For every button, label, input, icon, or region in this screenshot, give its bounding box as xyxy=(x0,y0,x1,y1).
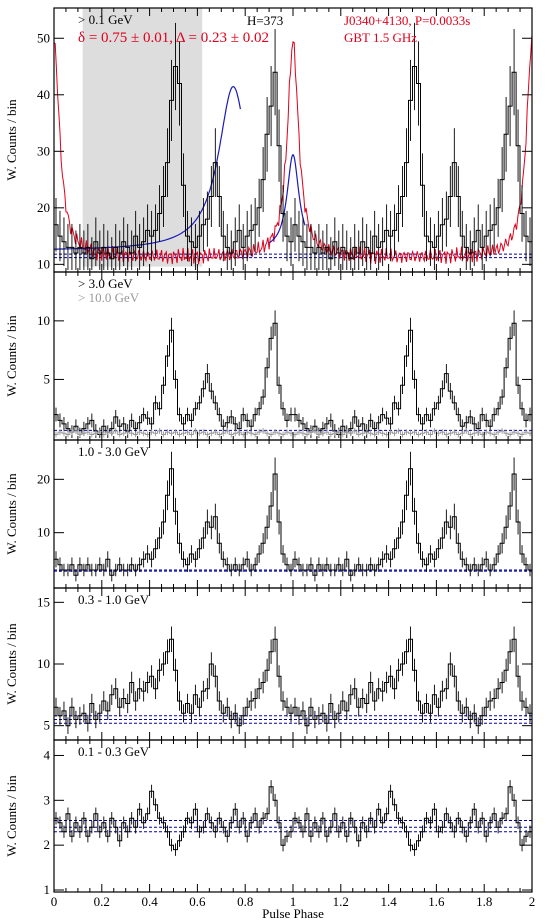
histogram-main xyxy=(54,786,532,851)
x-tick-label: 1.4 xyxy=(380,894,397,909)
panel-4: 5 10 15 W. Counts / bin 0.3 - 1.0 GeV xyxy=(4,587,533,741)
y-tick-label: 30 xyxy=(37,143,50,158)
x-tick-label: 1.8 xyxy=(476,894,492,909)
y-axis-label: W. Counts / bin xyxy=(4,99,19,181)
energy-band-label: 0.1 - 0.3 GeV xyxy=(78,744,150,759)
panel-frame xyxy=(53,587,533,741)
y-tick-label: 10 xyxy=(37,656,50,671)
x-tick-label: 0.2 xyxy=(94,894,110,909)
y-tick-label: 15 xyxy=(37,594,50,609)
fit-curve-second-peak xyxy=(268,153,306,244)
histogram-main xyxy=(54,468,532,576)
radio-label: GBT 1.5 GHz xyxy=(344,30,417,45)
y-tick-label: 1 xyxy=(44,882,51,897)
y-tick-label: 2 xyxy=(44,837,51,852)
panel-2: 5 10 W. Counts / bin > 3.0 GeV> 10.0 GeV xyxy=(4,271,533,441)
x-tick-label: 0 xyxy=(51,894,58,909)
y-tick-label: 10 xyxy=(37,525,50,540)
offpulse-region xyxy=(82,8,203,267)
y-tick-label: 50 xyxy=(37,30,50,45)
panel-3: 10 20 W. Counts / bin 1.0 - 3.0 GeV xyxy=(4,439,533,589)
energy-band-label: 1.0 - 3.0 GeV xyxy=(78,444,150,459)
y-axis-label: W. Counts / bin xyxy=(4,315,19,397)
x-axis-label: Pulse Phase xyxy=(262,906,324,921)
y-tick-label: 10 xyxy=(37,256,50,271)
histogram-main xyxy=(54,638,532,727)
y-tick-label: 40 xyxy=(37,87,50,102)
y-axis-label: W. Counts / bin xyxy=(4,623,19,705)
x-tick-label: 1 xyxy=(290,894,297,909)
x-tick-label: 0.6 xyxy=(189,894,206,909)
energy-band-label-secondary: > 10.0 GeV xyxy=(78,290,140,305)
radio-profile-line xyxy=(53,34,533,265)
panel-5: 0 0.2 0.4 0.6 0.8 1 1.2 1.4 1.6 1.8 2 1 2 3 4 W. Counts… xyxy=(4,739,536,909)
pulsar-label: J0340+4130, P=0.0033s xyxy=(344,13,470,28)
x-tick-label: 1.2 xyxy=(333,894,349,909)
h-test-label: H=373 xyxy=(247,13,283,28)
y-tick-label: 20 xyxy=(37,200,50,215)
histogram-main xyxy=(54,322,532,435)
y-tick-label: 10 xyxy=(37,313,50,328)
energy-band-label: 0.3 - 1.0 GeV xyxy=(78,592,150,607)
y-axis-label: W. Counts / bin xyxy=(4,775,19,857)
panel-frame xyxy=(53,739,533,893)
x-tick-label: 1.6 xyxy=(428,894,445,909)
energy-band-label: > 0.1 GeV xyxy=(78,12,133,27)
x-tick-label: 2 xyxy=(529,894,536,909)
fit-parameters-label: δ = 0.75 ± 0.01, Δ = 0.23 ± 0.02 xyxy=(78,30,269,46)
y-tick-label: 4 xyxy=(44,747,51,762)
x-tick-label: 0.4 xyxy=(141,894,158,909)
y-tick-label: 5 xyxy=(44,718,51,733)
y-tick-label: 3 xyxy=(44,792,51,807)
y-axis-label: W. Counts / bin xyxy=(4,473,19,555)
y-tick-label: 20 xyxy=(37,471,50,486)
y-tick-label: 5 xyxy=(44,371,51,386)
panel-1: 10 20 30 40 50 W. Counts / bin > 0.1 GeV H=373 J… xyxy=(4,7,533,273)
energy-band-label: > 3.0 GeV xyxy=(78,276,133,291)
x-tick-label: 0.8 xyxy=(237,894,253,909)
